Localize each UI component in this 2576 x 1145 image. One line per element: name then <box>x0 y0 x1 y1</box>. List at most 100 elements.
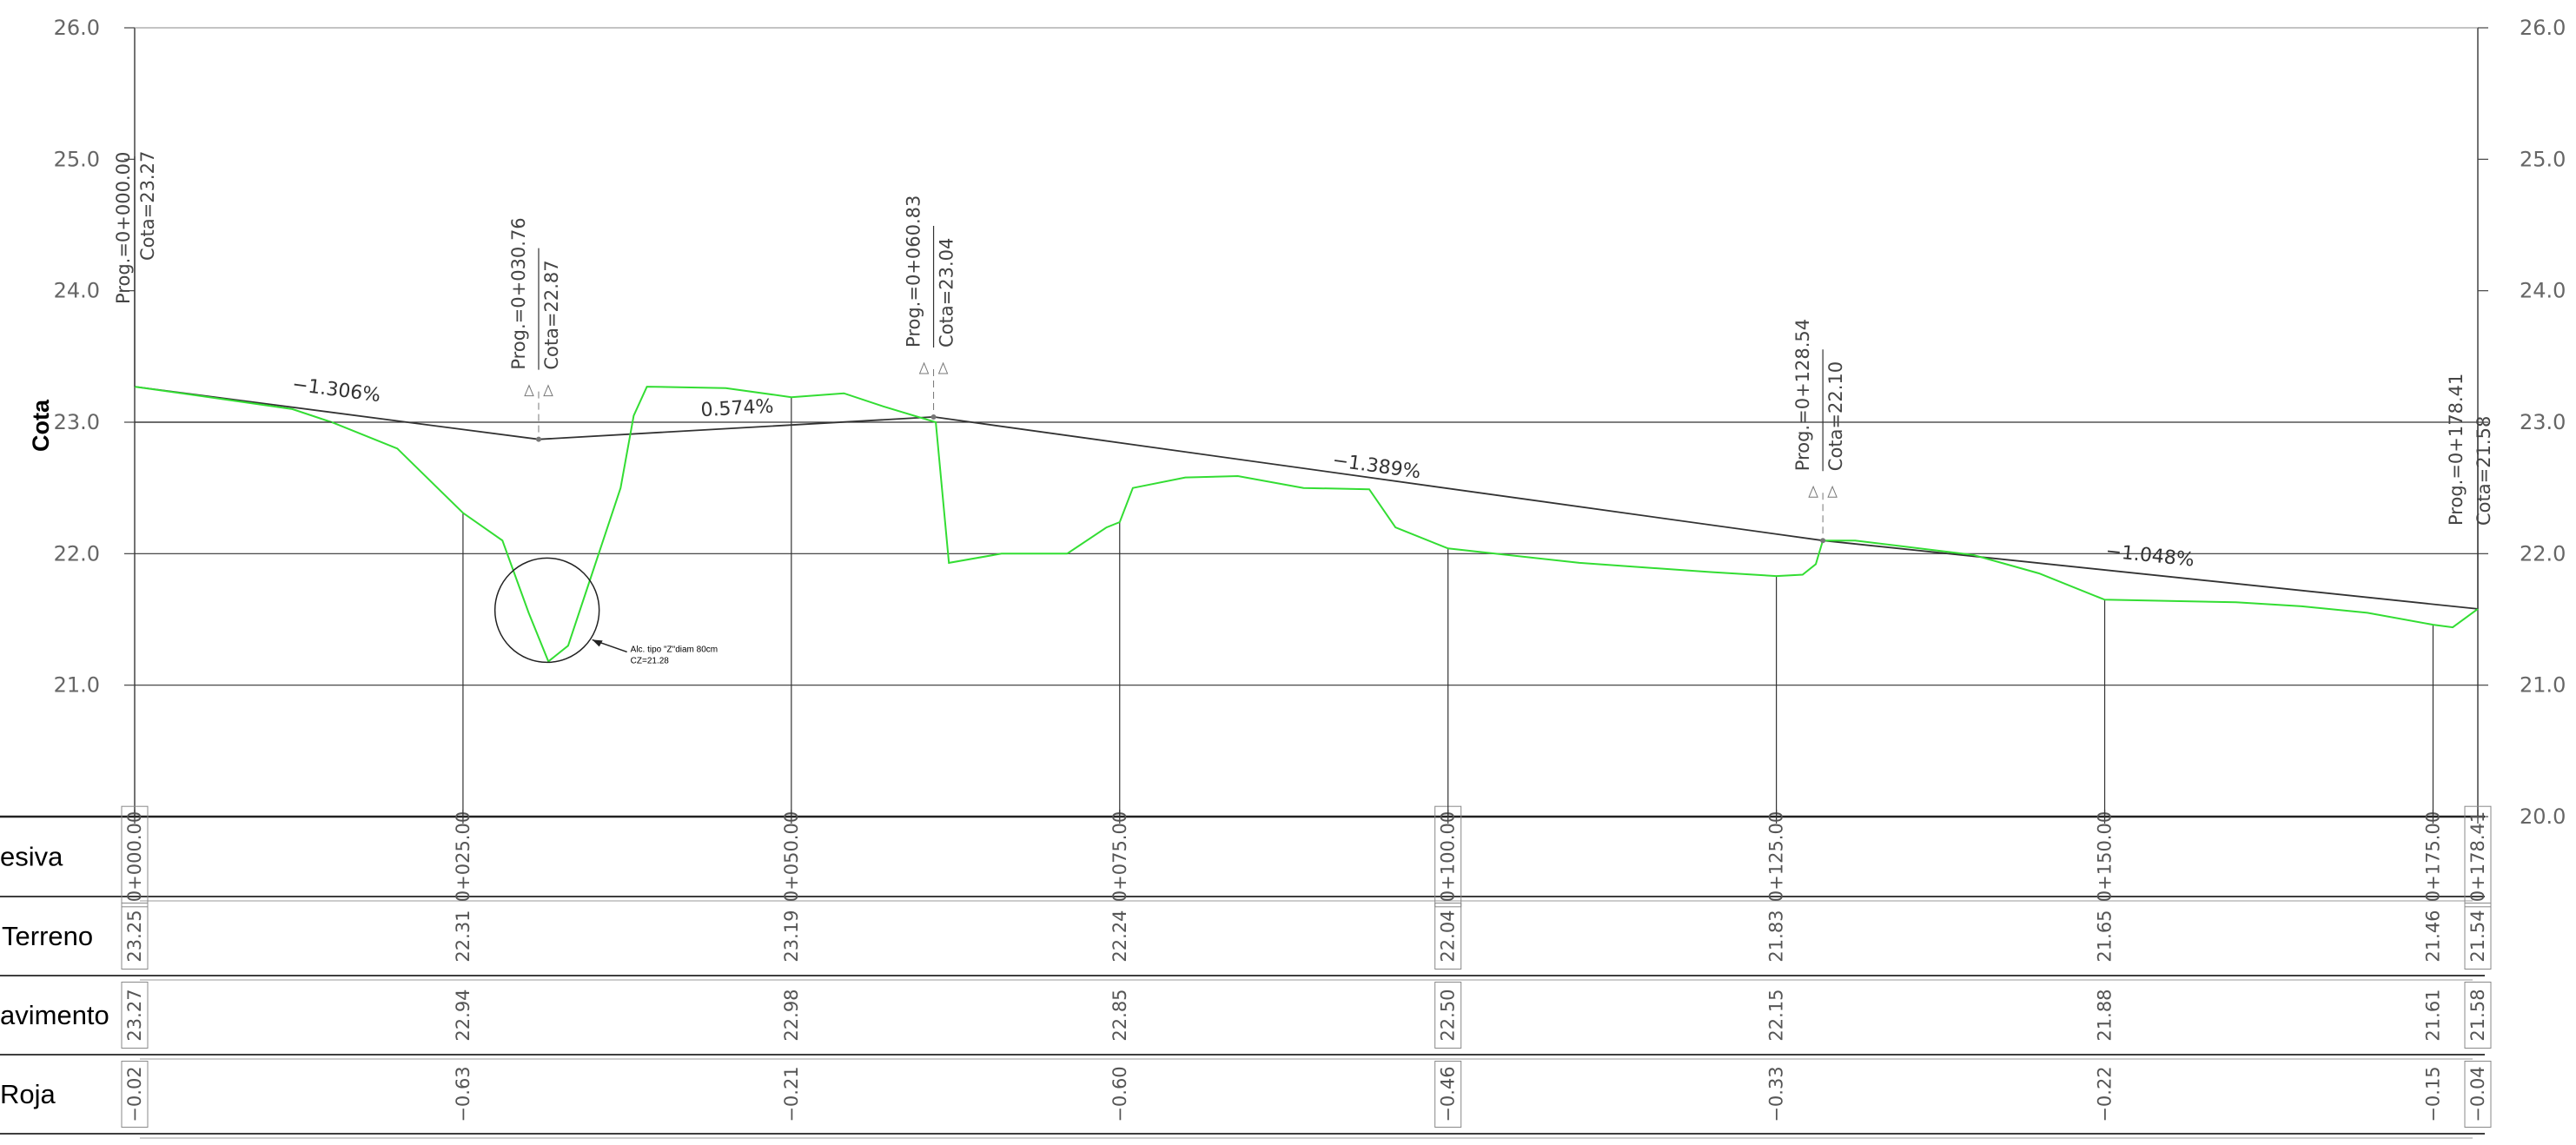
drain-note-line1: Alc. tipo "Z"diam 80cm <box>631 645 718 654</box>
station-cell: 0+175.00 <box>2422 811 2443 902</box>
pi-prog-label: Prog.=0+030.76 <box>508 217 529 369</box>
band-label-terreno: Terreno <box>2 921 93 951</box>
profile-series <box>134 386 2479 664</box>
pi-symbol <box>543 384 553 397</box>
series-line-rasante <box>134 386 2479 610</box>
pi-cota-label: Cota=22.87 <box>541 260 562 369</box>
pi-prog-label: Prog.=0+178.41 <box>2446 374 2467 526</box>
y-tick-label: 25.0 <box>2520 147 2566 171</box>
station-cell: 22.50 <box>1438 989 1459 1041</box>
pi-point <box>930 414 937 420</box>
station-cell: 22.24 <box>1109 910 1130 962</box>
y-tick-label: 23.0 <box>2520 410 2566 434</box>
station-cell: 0+125.00 <box>1766 811 1787 902</box>
grade-labels: −1.306%0.574%−1.389%−1.048% <box>291 374 2195 571</box>
station-cell: 23.25 <box>124 910 145 962</box>
pi-symbol <box>918 361 930 374</box>
station-cell: 22.94 <box>453 989 473 1041</box>
station-cell: 23.27 <box>124 989 145 1041</box>
y-axis-ticks: 20.0 21.0 21.0 22.0 22.0 23.0 23.0 24.0 24.0 25.0… <box>54 16 2566 829</box>
plot-frame <box>134 27 2479 817</box>
station-cell-box <box>121 805 149 908</box>
pi-symbol <box>1827 485 1838 498</box>
pi-point <box>535 436 541 442</box>
y-axis-label: Cota <box>28 399 54 452</box>
grade-label: 0.574% <box>700 396 774 422</box>
station-cell: 0+075.00 <box>1109 811 1130 902</box>
pi-markers: Prog.=0+000.00 Cota=23.27 Prog.=0+030.76 Co… <box>113 151 2494 609</box>
y-tick-label: 23.0 <box>54 410 100 434</box>
y-tick-label: 21.0 <box>2520 673 2566 698</box>
station-cell: −0.60 <box>1109 1066 1130 1122</box>
station-cell: −0.21 <box>781 1066 802 1122</box>
station-cell: −0.33 <box>1766 1066 1787 1122</box>
data-bands: esiva Terreno avimento Roja 0+000.00 23.25 23.… <box>0 397 2492 1139</box>
station-cell: 21.46 <box>2422 910 2443 962</box>
station-cell: 22.31 <box>453 910 473 962</box>
station-cell: 21.83 <box>1766 910 1787 962</box>
y-tick-label: 20.0 <box>2520 804 2566 829</box>
pi-cota-label: Cota=23.04 <box>937 238 957 347</box>
station-cell-box <box>121 903 149 970</box>
station-cell: 21.58 <box>2467 989 2488 1041</box>
station-cell: 23.19 <box>781 910 802 962</box>
y-tick-label: 24.0 <box>2520 279 2566 303</box>
station-cell-box <box>1434 903 1462 970</box>
y-tick-label: 22.0 <box>54 541 100 566</box>
station-cell: 0+000.00 <box>124 811 145 902</box>
y-tick-label: 26.0 <box>54 16 100 40</box>
pi-cota-label: Cota=22.10 <box>1825 361 1846 471</box>
pi-cota-label: Cota=23.27 <box>137 151 158 261</box>
y-tick-label: 22.0 <box>2520 541 2566 566</box>
station-cell: 0+178.41 <box>2467 811 2488 902</box>
drain-callout: Alc. tipo "Z"diam 80cm CZ=21.28 <box>493 557 718 665</box>
station-cell: 22.85 <box>1109 989 1130 1041</box>
y-tick-label: 21.0 <box>54 673 100 698</box>
y-tick-label: 25.0 <box>54 147 100 171</box>
station-cell-box <box>2464 1061 2492 1128</box>
station-cell: −0.63 <box>453 1066 473 1122</box>
station-cell: 0+025.00 <box>453 811 473 902</box>
pi-symbol <box>937 361 949 374</box>
station-cell: −0.46 <box>1438 1066 1459 1122</box>
station-cell-box <box>1434 1061 1462 1128</box>
grade-label: −1.048% <box>2104 540 2195 571</box>
station-cell-box <box>121 982 149 1049</box>
pi-symbol <box>524 384 534 397</box>
station-cell: 22.15 <box>1766 989 1787 1041</box>
station-cell: 21.61 <box>2422 989 2443 1041</box>
drain-note-line2: CZ=21.28 <box>631 656 670 665</box>
grade-label: −1.306% <box>291 374 382 407</box>
station-cell-box <box>1434 982 1462 1049</box>
station-cell: 0+050.00 <box>781 811 802 902</box>
station-cell: 22.04 <box>1438 910 1459 962</box>
station-cell: 0+100.00 <box>1438 811 1459 902</box>
station-cell-box <box>2464 903 2492 970</box>
drain-arrowhead <box>592 639 603 647</box>
pi-symbol <box>1808 485 1818 498</box>
station-cell: −0.04 <box>2467 1066 2488 1122</box>
station-cell-box <box>121 1061 149 1128</box>
band-label-pavimento: avimento <box>0 1000 109 1030</box>
series-line-terreno <box>134 386 2479 664</box>
station-cell: 21.54 <box>2467 910 2488 962</box>
station-cell: −0.02 <box>124 1066 145 1122</box>
station-cell-box <box>2464 982 2492 1049</box>
pi-prog-label: Prog.=0+128.54 <box>1792 319 1813 471</box>
band-label-progresiva: esiva <box>0 842 63 872</box>
drain-circle <box>493 557 600 664</box>
pi-prog-label: Prog.=0+060.83 <box>904 195 924 347</box>
pi-cota-label: Cota=21.58 <box>2473 416 2494 526</box>
station-cell: −0.22 <box>2095 1066 2116 1122</box>
station-cell: −0.15 <box>2422 1066 2443 1122</box>
pi-point <box>1820 538 1826 544</box>
station-cell: 21.65 <box>2095 910 2116 962</box>
station-cell: 0+150.00 <box>2095 811 2116 902</box>
station-cell-box <box>2464 805 2492 908</box>
pi-prog-label: Prog.=0+000.00 <box>113 152 134 304</box>
band-label-roja: Roja <box>0 1079 56 1109</box>
station-cell: 21.88 <box>2095 989 2116 1041</box>
y-tick-label: 24.0 <box>54 279 100 303</box>
station-cell: 22.98 <box>781 989 802 1041</box>
